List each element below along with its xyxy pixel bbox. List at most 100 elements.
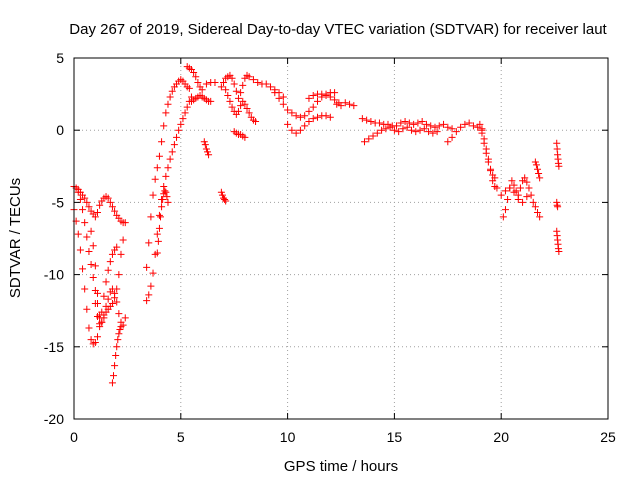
tick-labels: 0 5 10 15 20 25 -20 -15 -10 -5 0 5 — [44, 50, 616, 445]
data-point — [149, 269, 157, 277]
data-point — [168, 87, 176, 95]
data-point — [81, 194, 89, 202]
data-point — [482, 149, 490, 157]
data-point — [115, 310, 123, 318]
data-point — [194, 79, 202, 87]
data-point — [360, 138, 368, 146]
data-point — [200, 138, 208, 146]
data-point — [399, 125, 407, 133]
data-point — [279, 93, 287, 101]
data-point — [161, 187, 169, 195]
data-point — [401, 118, 409, 126]
data-point — [104, 194, 112, 202]
data-point — [226, 97, 234, 105]
data-point — [190, 68, 198, 76]
data-point — [207, 97, 215, 105]
data-point — [410, 120, 418, 128]
data-point — [121, 314, 129, 322]
data-point — [382, 125, 390, 133]
series-arc-ac — [531, 158, 544, 182]
data-point — [523, 193, 531, 201]
series-arc-af — [553, 227, 563, 255]
data-point — [534, 165, 542, 173]
data-point — [412, 128, 420, 136]
data-point — [177, 120, 185, 128]
data-point — [143, 297, 151, 305]
data-point — [153, 230, 161, 238]
data-point — [375, 119, 383, 127]
data-point — [484, 158, 492, 166]
data-point — [301, 122, 309, 130]
data-point — [237, 102, 245, 110]
series-arc-r — [284, 112, 334, 137]
data-point — [241, 100, 249, 108]
data-point — [461, 120, 469, 128]
data-point — [83, 305, 91, 313]
data-point — [305, 118, 313, 126]
data-point — [245, 73, 253, 81]
data-point — [532, 161, 540, 169]
data-point — [117, 323, 125, 331]
data-point — [427, 122, 435, 130]
data-point — [145, 291, 153, 299]
data-point — [506, 184, 514, 192]
data-point — [239, 81, 247, 89]
data-point — [350, 102, 358, 110]
data-point — [386, 123, 394, 131]
data-point — [155, 224, 163, 232]
data-point — [405, 119, 413, 127]
data-point — [525, 184, 533, 192]
data-point — [555, 247, 563, 255]
data-point — [309, 103, 317, 111]
data-point — [301, 112, 309, 120]
data-point — [164, 164, 172, 172]
series-arc-e — [91, 285, 129, 329]
data-point — [202, 80, 210, 88]
data-point — [113, 243, 121, 251]
data-point — [153, 249, 161, 257]
data-point — [243, 105, 251, 113]
series-arc-ab — [525, 184, 544, 221]
data-point — [106, 198, 114, 206]
series-arc-o — [222, 86, 260, 126]
data-point — [162, 109, 170, 117]
data-point — [508, 177, 516, 185]
data-point — [448, 125, 456, 133]
data-point — [431, 123, 439, 131]
data-point — [478, 129, 486, 137]
data-point — [220, 79, 228, 87]
data-point — [175, 126, 183, 134]
data-point — [74, 230, 82, 238]
series-arc-t — [333, 99, 358, 110]
data-point — [93, 312, 101, 320]
data-points — [70, 63, 563, 387]
data-point — [373, 129, 381, 137]
data-point — [83, 233, 91, 241]
series-arc-j — [183, 63, 219, 94]
data-point — [288, 126, 296, 134]
data-point — [147, 213, 155, 221]
data-point — [296, 126, 304, 134]
data-point — [284, 120, 292, 128]
data-point — [91, 299, 99, 307]
data-point — [331, 89, 339, 97]
grid — [74, 58, 608, 419]
data-point — [179, 115, 187, 123]
data-point — [367, 118, 375, 126]
series-arc-y — [478, 129, 499, 182]
data-point — [262, 80, 270, 88]
data-point — [322, 112, 330, 120]
data-point — [201, 141, 209, 149]
data-point — [93, 289, 101, 297]
x-tick-label: 5 — [177, 429, 185, 445]
data-point — [331, 96, 339, 104]
data-point — [117, 250, 125, 258]
data-point — [158, 138, 166, 146]
data-point — [149, 191, 157, 199]
data-point — [510, 181, 518, 189]
data-point — [158, 203, 166, 211]
data-point — [113, 343, 121, 351]
data-point — [93, 333, 101, 341]
data-point — [104, 266, 112, 274]
data-point — [85, 247, 93, 255]
